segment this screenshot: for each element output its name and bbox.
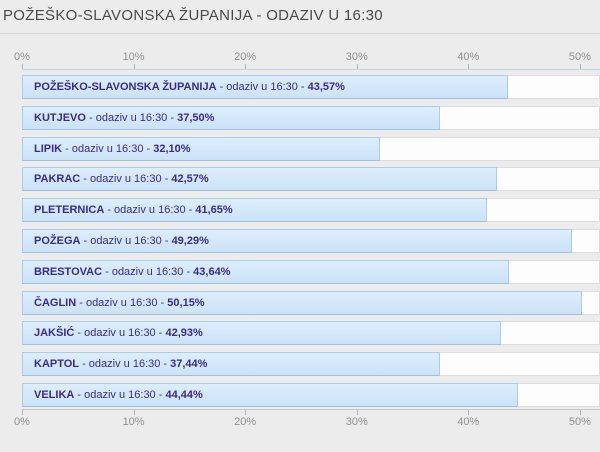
bar-name: JAKŠIĆ	[34, 327, 75, 340]
bar-track: POŽEŠKO-SLAVONSKA ŽUPANIJA - odaziv u 16…	[22, 75, 600, 99]
axis-tick-top	[22, 64, 23, 69]
bar-track: ČAGLIN - odaziv u 16:30 - 50,15%	[22, 290, 600, 315]
bar-fill	[22, 259, 509, 284]
bar-label: BRESTOVAC - odaziv u 16:30 - 43,64%	[34, 260, 230, 284]
bar-name: ČAGLIN	[34, 296, 77, 309]
axis-tick-label-bottom: 0%	[14, 416, 30, 428]
bar-track: POŽEGA - odaziv u 16:30 - 49,29%	[22, 229, 600, 253]
bar-label: PAKRAC - odaziv u 16:30 - 42,57%	[34, 167, 209, 191]
bar-label-infix: - odaziv u 16:30 -	[79, 358, 171, 371]
bar-label: ČAGLIN - odaziv u 16:30 - 50,15%	[34, 291, 205, 315]
axis-tick-label-top: 30%	[345, 51, 368, 63]
axis-tick-bottom	[133, 410, 135, 415]
bar-value: 37,44%	[170, 358, 208, 371]
bar-track: PAKRAC - odaziv u 16:30 - 42,57%	[22, 167, 600, 192]
bar-label: POŽEŠKO-SLAVONSKA ŽUPANIJA - odaziv u 16…	[34, 75, 345, 99]
plot-bottom-axis-line	[22, 409, 600, 410]
bar-label-infix: - odaziv u 16:30 -	[85, 111, 178, 124]
bar-name: POŽEŠKO-SLAVONSKA ŽUPANIJA	[34, 81, 217, 93]
bar-track: LIPIK - odaziv u 16:30 - 32,10%	[22, 136, 600, 161]
bar-track: KUTJEVO - odaziv u 16:30 - 37,50%	[22, 105, 600, 130]
axis-tick-label-top: 0%	[14, 51, 30, 63]
axis-tick-label-top: 50%	[568, 51, 591, 63]
bar-track: KAPTOL - odaziv u 16:30 - 37,44%	[22, 352, 600, 377]
bar-fill	[22, 229, 572, 253]
bar-label-infix: - odaziv u 16:30 -	[80, 235, 172, 247]
axis-tick-bottom	[468, 410, 470, 415]
bar-track: PLETERNICA - odaziv u 16:30 - 41,65%	[22, 198, 600, 223]
axis-tick-label-top: 40%	[457, 51, 480, 63]
bar-fill	[22, 167, 497, 192]
page-title: POŽEŠKO-SLAVONSKA ŽUPANIJA - ODAZIV U 16…	[3, 7, 383, 24]
bar-label-infix: - odaziv u 16:30 -	[62, 142, 154, 155]
bar-name: BRESTOVAC	[34, 265, 103, 278]
bar-fill	[22, 383, 518, 407]
bar-label-infix: - odaziv u 16:30 -	[74, 389, 166, 401]
bar-label: KUTJEVO - odaziv u 16:30 - 37,50%	[34, 106, 214, 130]
axis-tick-top	[579, 64, 581, 69]
bar-track: BRESTOVAC - odaziv u 16:30 - 43,64%	[22, 259, 600, 284]
bar-value: 37,50%	[177, 111, 215, 124]
bar-value: 50,15%	[167, 296, 205, 309]
axis-tick-bottom	[579, 410, 581, 415]
axis-tick-bottom	[245, 410, 247, 415]
bar-fill	[22, 321, 502, 346]
bar-label-infix: - odaziv u 16:30 -	[104, 204, 196, 217]
bar-label: JAKŠIĆ - odaziv u 16:30 - 42,93%	[34, 321, 203, 345]
bar-label-infix: - odaziv u 16:30 -	[80, 173, 172, 186]
bar-fill	[22, 290, 582, 315]
bar-value: 42,57%	[171, 173, 209, 186]
title-divider	[0, 33, 600, 34]
bar-fill	[22, 198, 487, 223]
bar-value: 42,93%	[165, 327, 203, 340]
bar-value: 32,10%	[153, 142, 191, 155]
bar-fill	[22, 75, 509, 99]
bar-label: PLETERNICA - odaziv u 16:30 - 41,65%	[34, 198, 233, 222]
axis-tick-label-bottom: 20%	[234, 416, 257, 428]
bar-value: 43,57%	[307, 81, 345, 93]
axis-tick-top	[245, 64, 247, 69]
bar-track: JAKŠIĆ - odaziv u 16:30 - 42,93%	[22, 321, 600, 346]
bar-name: KAPTOL	[34, 358, 80, 371]
axis-tick-top	[356, 64, 358, 69]
plot-top-axis-line	[22, 69, 600, 70]
axis-tick-label-top: 20%	[234, 51, 257, 63]
bar-track: VELIKA - odaziv u 16:30 - 44,44%	[22, 383, 600, 407]
bar-label: LIPIK - odaziv u 16:30 - 32,10%	[34, 137, 191, 161]
bar-value: 41,65%	[195, 204, 233, 217]
bar-fill	[22, 136, 381, 161]
bar-name: VELIKA	[34, 389, 75, 401]
bar-name: PAKRAC	[34, 173, 81, 186]
axis-tick-label-bottom: 50%	[568, 416, 591, 428]
bar-label: VELIKA - odaziv u 16:30 - 44,44%	[34, 383, 203, 407]
axis-tick-label-top: 10%	[122, 51, 145, 63]
axis-tick-top	[133, 64, 135, 69]
bar-value: 49,29%	[171, 235, 209, 247]
bar-value: 43,64%	[193, 265, 231, 278]
bar-label-infix: - odaziv u 16:30 -	[76, 296, 168, 309]
bar-name: PLETERNICA	[34, 204, 105, 217]
axis-tick-bottom	[22, 410, 23, 415]
bar-fill	[22, 352, 440, 377]
axis-tick-bottom	[356, 410, 358, 415]
axis-tick-label-bottom: 40%	[457, 416, 480, 428]
bar-label-infix: - odaziv u 16:30 -	[102, 265, 194, 278]
axis-tick-label-bottom: 30%	[345, 416, 368, 428]
bar-label: KAPTOL - odaziv u 16:30 - 37,44%	[34, 352, 207, 376]
bar-label: POŽEGA - odaziv u 16:30 - 49,29%	[34, 229, 209, 253]
bar-name: LIPIK	[34, 142, 63, 155]
bar-name: KUTJEVO	[34, 111, 86, 124]
bar-fill	[22, 105, 441, 130]
axis-tick-top	[468, 64, 470, 69]
bar-value: 44,44%	[165, 389, 203, 401]
axis-tick-label-bottom: 10%	[122, 416, 145, 428]
bar-label-infix: - odaziv u 16:30 -	[216, 81, 308, 93]
bar-label-infix: - odaziv u 16:30 -	[74, 327, 166, 340]
bar-name: POŽEGA	[34, 235, 81, 247]
